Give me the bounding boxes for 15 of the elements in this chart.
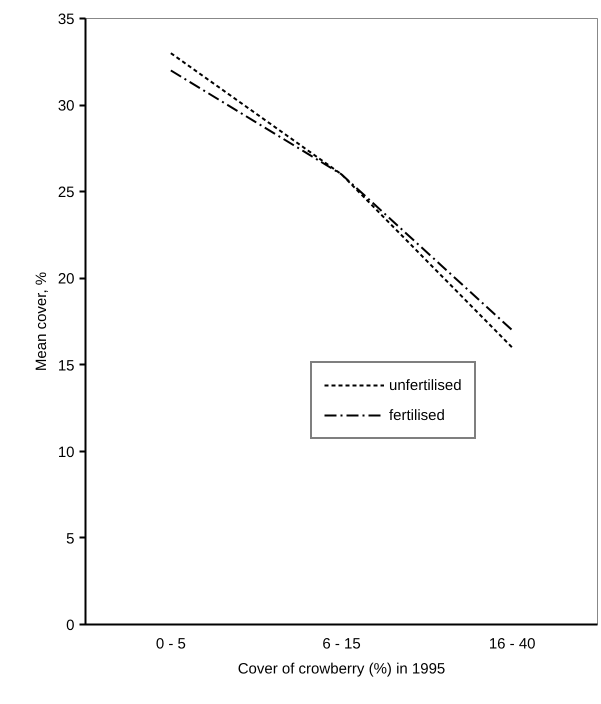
y-tick-label: 25 [58,184,75,202]
y-tick-label: 35 [58,11,75,28]
y-axis-title: Mean cover, % [32,272,50,372]
x-tick-label: 16 - 40 [488,636,536,652]
y-tick-label: 5 [66,530,74,548]
y-tick-label: 10 [58,444,75,461]
y-tick-label: 0 [66,617,74,634]
legend-label: unfertilised [389,376,462,394]
x-tick-label: 6 - 15 [322,636,361,652]
y-tick-label: 15 [58,357,75,374]
x-axis-title: Cover of crowberry (%) in 1995 [238,660,446,678]
y-tick-label: 30 [58,98,75,115]
legend-label: fertilised [389,406,445,424]
y-tick-label: 20 [58,270,75,288]
x-tick-label: 0 - 5 [156,636,186,652]
